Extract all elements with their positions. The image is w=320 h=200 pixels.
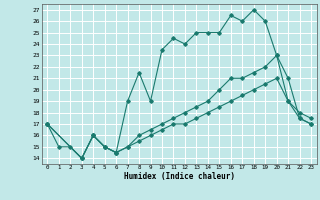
X-axis label: Humidex (Indice chaleur): Humidex (Indice chaleur) (124, 172, 235, 181)
